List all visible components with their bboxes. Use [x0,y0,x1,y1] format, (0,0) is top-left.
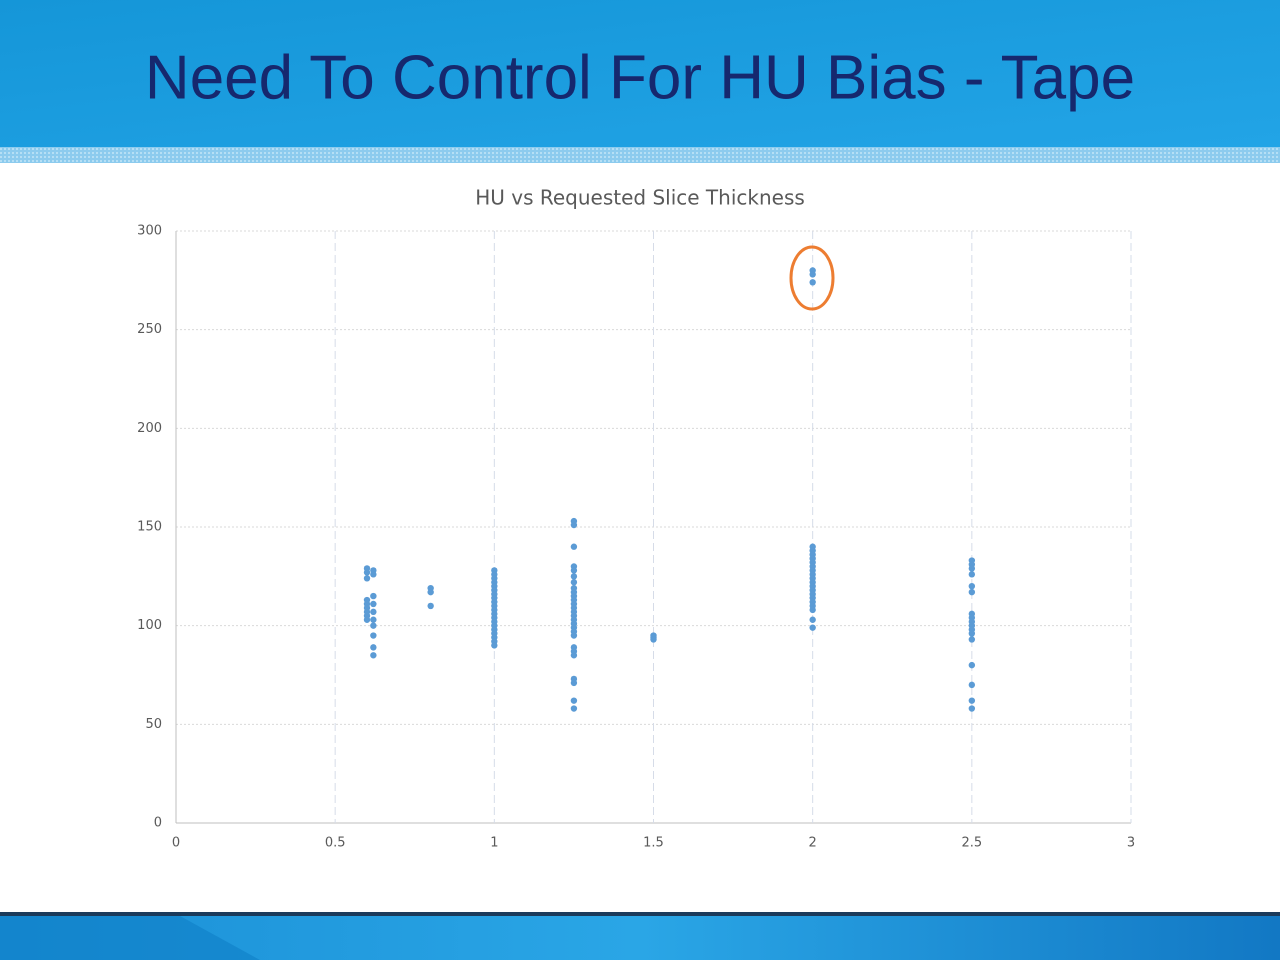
point [570,697,578,704]
y-tick-label: 0 [154,816,162,831]
point [809,624,816,631]
point [809,271,816,278]
y-tick-label: 250 [137,322,162,337]
x-tick-label: 0 [172,836,180,851]
point [370,616,377,623]
point [570,543,578,550]
point [370,652,377,659]
point [968,583,976,590]
point [968,697,976,704]
point [650,636,657,643]
point [370,622,377,629]
x-tick-label: 0.5 [325,836,346,851]
point [370,592,377,600]
chart-title: HU vs Requested Slice Thickness [475,186,805,210]
x-tick-label: 2.5 [961,836,982,851]
x-tick-label: 1.5 [643,836,664,851]
point [968,705,976,712]
point [968,588,976,596]
point [809,279,816,286]
y-tick-label: 300 [137,224,162,239]
y-tick-label: 50 [145,717,162,732]
point [570,705,578,712]
point [370,600,377,608]
y-tick-label: 100 [137,618,162,633]
point [491,642,498,649]
point [809,616,816,623]
y-tick-label: 200 [137,421,162,436]
x-tick-label: 1 [490,836,498,851]
point [968,661,976,669]
footer-shape [0,916,260,960]
point [370,571,377,578]
point [809,606,816,614]
point [968,565,976,572]
point [427,588,434,596]
header-band [0,0,1280,147]
slide-title: Need To Control For HU Bias - Tape [145,43,1135,112]
point [570,632,578,639]
point [363,569,371,576]
point [370,608,377,616]
point [363,616,371,623]
point [370,632,377,639]
point [968,630,976,637]
x-tick-label: 2 [809,836,817,851]
point [570,652,578,659]
y-tick-label: 150 [137,520,162,535]
point [370,644,377,651]
footer-line [0,912,1280,916]
plot: 0 50 100 150 200 250 300 0 0.5 1 1.5 2 2.5 3 [137,224,1135,851]
point [570,573,578,580]
x-tick-label: 3 [1127,836,1135,851]
point [570,567,578,574]
point [968,681,976,689]
header-stripe [0,147,1280,163]
point [570,521,578,529]
point [427,602,434,610]
point [570,679,578,687]
highlight-ellipse [789,245,835,311]
point [363,575,371,582]
point [968,636,976,643]
point [570,579,578,586]
point [968,571,976,578]
